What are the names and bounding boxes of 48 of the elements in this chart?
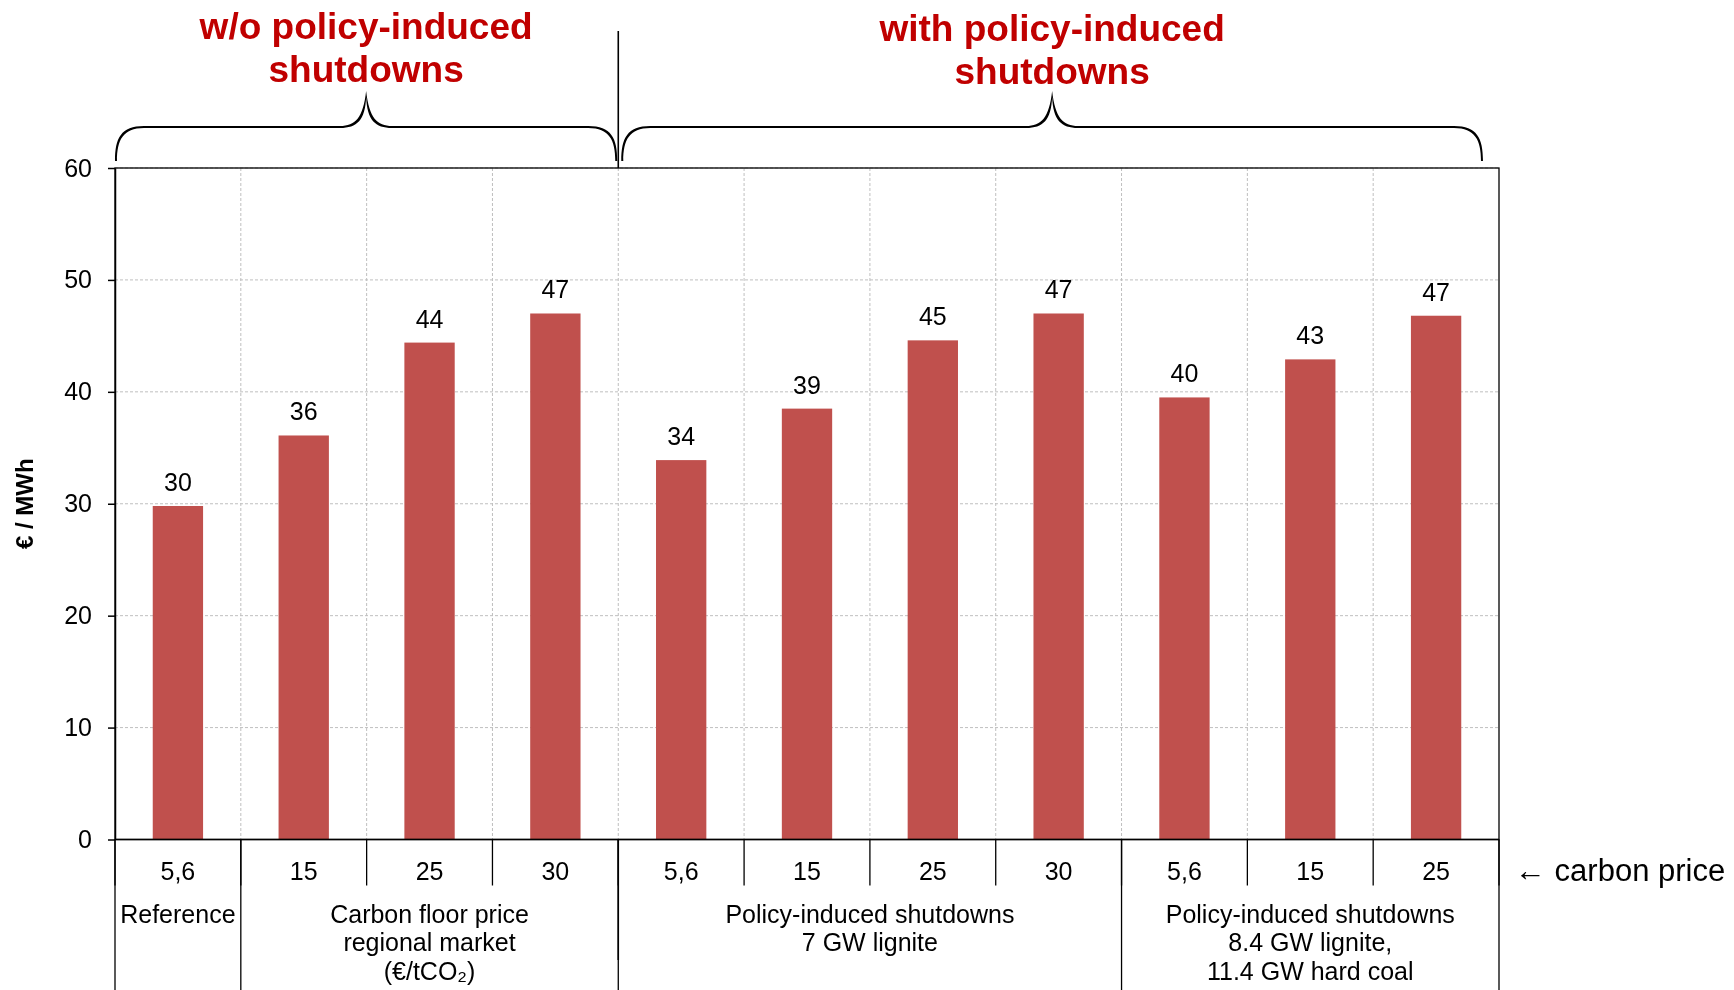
bar	[1285, 359, 1336, 840]
data-label: 44	[415, 304, 444, 333]
data-label: 40	[1170, 359, 1199, 388]
y-tick-label: 0	[78, 825, 92, 853]
data-label: 47	[1422, 277, 1450, 306]
bar	[530, 313, 581, 840]
bar	[656, 460, 707, 840]
data-label: 45	[918, 302, 947, 331]
text: ← carbon price	[1515, 852, 1726, 888]
x-tick-label: 30	[1044, 856, 1073, 885]
x-tick-label: 25	[415, 856, 444, 885]
bar	[1410, 315, 1462, 840]
y-tick-label: 30	[64, 489, 92, 518]
bar	[907, 340, 958, 840]
x-tick-label: 5,6	[663, 856, 699, 885]
x-tick-label: 15	[289, 856, 318, 885]
x-tick-label: 30	[541, 856, 570, 885]
bar	[404, 342, 455, 840]
x-tick-label: 15	[1296, 856, 1325, 885]
text: w/o policy-induced shutdowns	[198, 6, 533, 90]
y-tick-label: 10	[64, 713, 92, 742]
y-tick-label: 40	[64, 377, 92, 406]
x-tick-label: 25	[1422, 856, 1450, 885]
y-tick-label: 60	[64, 153, 92, 182]
y-axis-title: € / MWh	[10, 458, 38, 550]
data-label: 47	[541, 275, 570, 304]
data-label: 47	[1044, 275, 1073, 304]
data-label: 30	[164, 467, 192, 496]
x-tick-label: 25	[918, 856, 947, 885]
x-tick-label: 5,6	[1167, 856, 1202, 885]
x-tick-label: 5,6	[160, 856, 196, 885]
bar	[278, 435, 329, 840]
y-tick-label: 50	[64, 265, 92, 294]
bar	[781, 408, 833, 840]
text: Carbon floor price regional market (€/tCO₂)	[330, 899, 529, 985]
data-label: 34	[667, 422, 696, 451]
text: Policy-induced shutdowns 8.4 GW lignite, 11.4 GW hard coal	[1165, 899, 1455, 985]
y-tick-label: 20	[64, 601, 92, 630]
x-tick-label: 15	[793, 856, 821, 885]
bar	[1159, 397, 1210, 840]
data-label: 43	[1296, 321, 1325, 350]
text: Reference	[120, 899, 236, 928]
text: with policy-induced shutdowns	[878, 8, 1225, 92]
text: Policy-induced shutdowns 7 GW lignite	[725, 899, 1015, 956]
bar	[1033, 313, 1084, 840]
data-label: 39	[793, 370, 821, 399]
data-label: 36	[289, 397, 318, 426]
bar	[152, 505, 204, 840]
